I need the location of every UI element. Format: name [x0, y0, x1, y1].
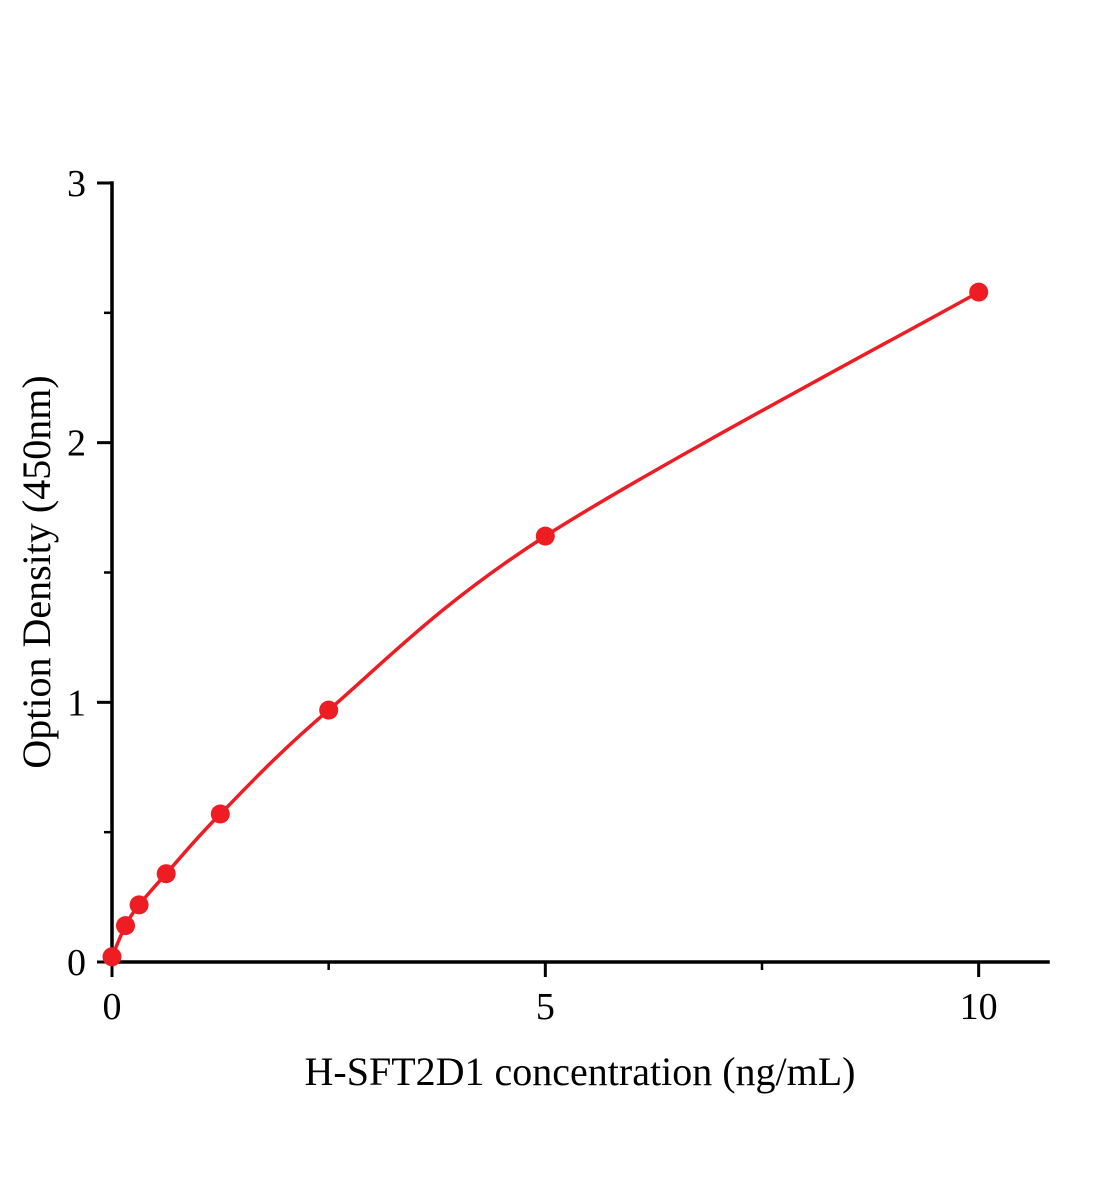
- data-point: [102, 947, 122, 967]
- x-tick-label: 0: [103, 986, 122, 1028]
- data-point: [156, 864, 176, 884]
- x-tick-label: 10: [960, 986, 998, 1028]
- x-tick-label: 5: [536, 986, 555, 1028]
- data-point: [129, 895, 149, 915]
- y-tick-label: 1: [67, 682, 86, 724]
- data-point: [210, 804, 230, 824]
- curve-line: [110, 290, 981, 959]
- data-point: [116, 916, 135, 936]
- y-axis-label: Option Density (450nm): [14, 375, 59, 768]
- data-point: [535, 526, 555, 546]
- y-tick-label: 2: [67, 423, 86, 465]
- axes: [110, 181, 1050, 964]
- y-tick-label: 0: [67, 942, 86, 984]
- y-tick-label: 3: [67, 163, 86, 205]
- x-axis-label: H-SFT2D1 concentration (ng/mL): [305, 1049, 856, 1094]
- data-point: [969, 282, 989, 302]
- plot-area: 0 5 10 0 1 2 3: [67, 163, 1050, 1028]
- data-point: [319, 700, 339, 720]
